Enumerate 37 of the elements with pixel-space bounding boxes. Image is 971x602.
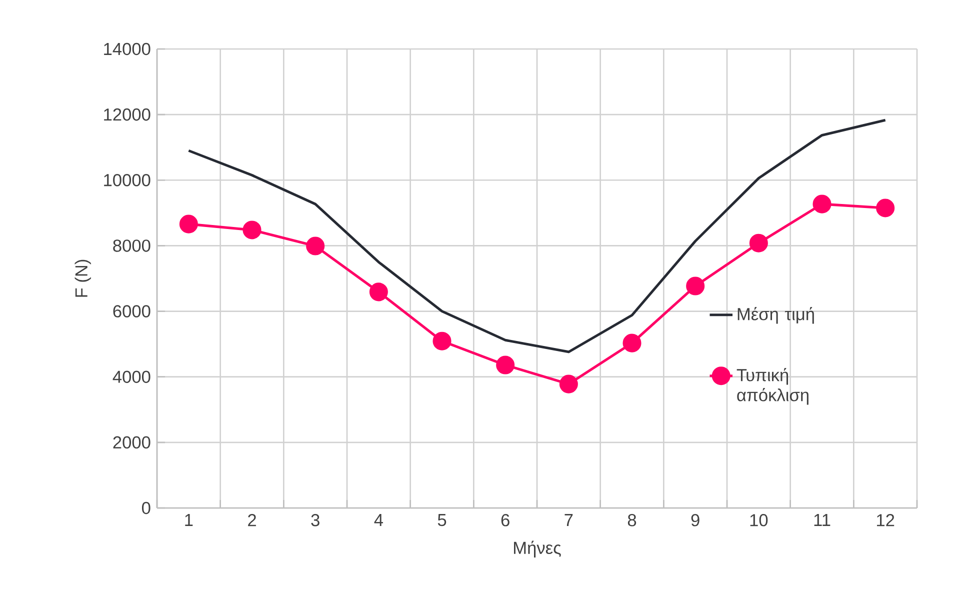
x-tick-label: 1 (185, 514, 193, 526)
y-tick-label: 10000 (104, 174, 150, 186)
point (242, 220, 262, 240)
x-tick-label: 5 (438, 514, 446, 526)
x-tick-label: 6 (501, 514, 510, 526)
legend-label: Τυπική απόκλιση (736, 368, 808, 405)
point (369, 282, 388, 302)
x-tick-label: 4 (374, 514, 383, 526)
y-tick-label: 12000 (104, 108, 150, 121)
y-tick-label: 0 (142, 502, 150, 514)
y-axis-title: F (N) (74, 260, 91, 297)
point (622, 334, 642, 352)
point (812, 194, 832, 214)
point (179, 214, 198, 234)
x-tick-label: 3 (311, 514, 320, 526)
x-tick-label: 11 (814, 514, 830, 526)
y-tick-label: 14000 (104, 42, 150, 56)
x-tick-label: 7 (564, 514, 573, 526)
y-tick-label: 2000 (113, 436, 150, 449)
point (432, 332, 452, 350)
point (306, 236, 325, 256)
point (559, 374, 578, 394)
x-tick-label: 9 (691, 514, 700, 526)
point (496, 356, 515, 374)
y-tick-label: 8000 (113, 240, 150, 252)
x-axis-title: Μήνες (514, 540, 561, 558)
point (876, 198, 895, 218)
x-tick-label: 10 (750, 514, 768, 526)
x-tick-label: 12 (877, 514, 894, 526)
point (686, 276, 705, 296)
legend-label: Μέση τιμή (738, 307, 814, 324)
y-tick-label: 6000 (113, 305, 150, 318)
line-series (187, 118, 887, 354)
x-tick-label: 2 (248, 514, 256, 526)
point (749, 234, 768, 252)
y-tick-label: 4000 (112, 370, 150, 383)
x-tick-label: 8 (628, 514, 636, 526)
